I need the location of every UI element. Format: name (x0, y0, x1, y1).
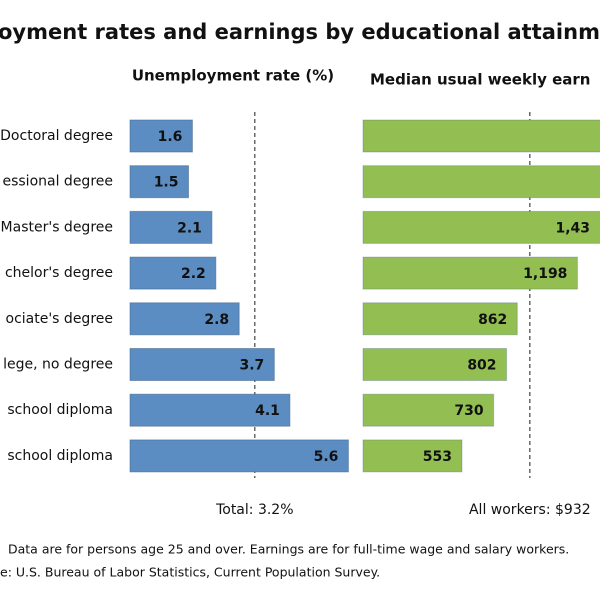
bar (362, 256, 578, 290)
value-label: 4.1 (255, 403, 280, 419)
value-label: 3.7 (239, 358, 264, 374)
category-label: school diploma (7, 448, 113, 464)
category-label: ociate's degree (6, 311, 114, 327)
bar (362, 165, 600, 199)
chart-title: oyment rates and earnings by educational… (0, 20, 600, 44)
source: e: U.S. Bureau of Labor Statistics, Curr… (0, 565, 380, 580)
bar (362, 119, 600, 153)
bar (129, 165, 189, 199)
category-label: chelor's degree (5, 265, 113, 281)
note: Data are for persons age 25 and over. Ea… (8, 542, 569, 557)
value-label: 730 (454, 403, 483, 419)
bar (129, 439, 349, 473)
bar (362, 439, 463, 473)
bar (362, 393, 495, 427)
panel-title: Unemployment rate (%) (132, 67, 334, 85)
reference-label: All workers: $932 (469, 502, 591, 518)
value-label: 1,43 (555, 220, 590, 236)
category-label: Master's degree (1, 219, 113, 235)
value-label: 553 (423, 449, 452, 465)
bar (362, 348, 508, 381)
bar (129, 256, 217, 290)
bar (129, 119, 193, 153)
bar (129, 302, 240, 336)
bar (129, 210, 213, 244)
value-label: 1,198 (523, 266, 567, 282)
bar (362, 210, 600, 244)
panel-title: Median usual weekly earn (370, 71, 590, 89)
bar (129, 348, 275, 381)
bar (362, 302, 518, 336)
value-label: 802 (467, 358, 496, 374)
category-label: lege, no degree (3, 357, 113, 373)
value-label: 2.8 (204, 312, 229, 328)
value-label: 5.6 (314, 449, 339, 465)
value-label: 1.5 (154, 175, 179, 191)
category-label: essional degree (2, 174, 113, 190)
value-label: 862 (478, 312, 507, 328)
value-label: 2.2 (181, 266, 206, 282)
category-label: Doctoral degree (0, 128, 113, 144)
reference-label: Total: 3.2% (215, 502, 293, 518)
category-label: school diploma (7, 402, 113, 418)
value-label: 1.6 (158, 129, 183, 145)
bar (129, 393, 291, 427)
value-label: 2.1 (177, 220, 202, 236)
